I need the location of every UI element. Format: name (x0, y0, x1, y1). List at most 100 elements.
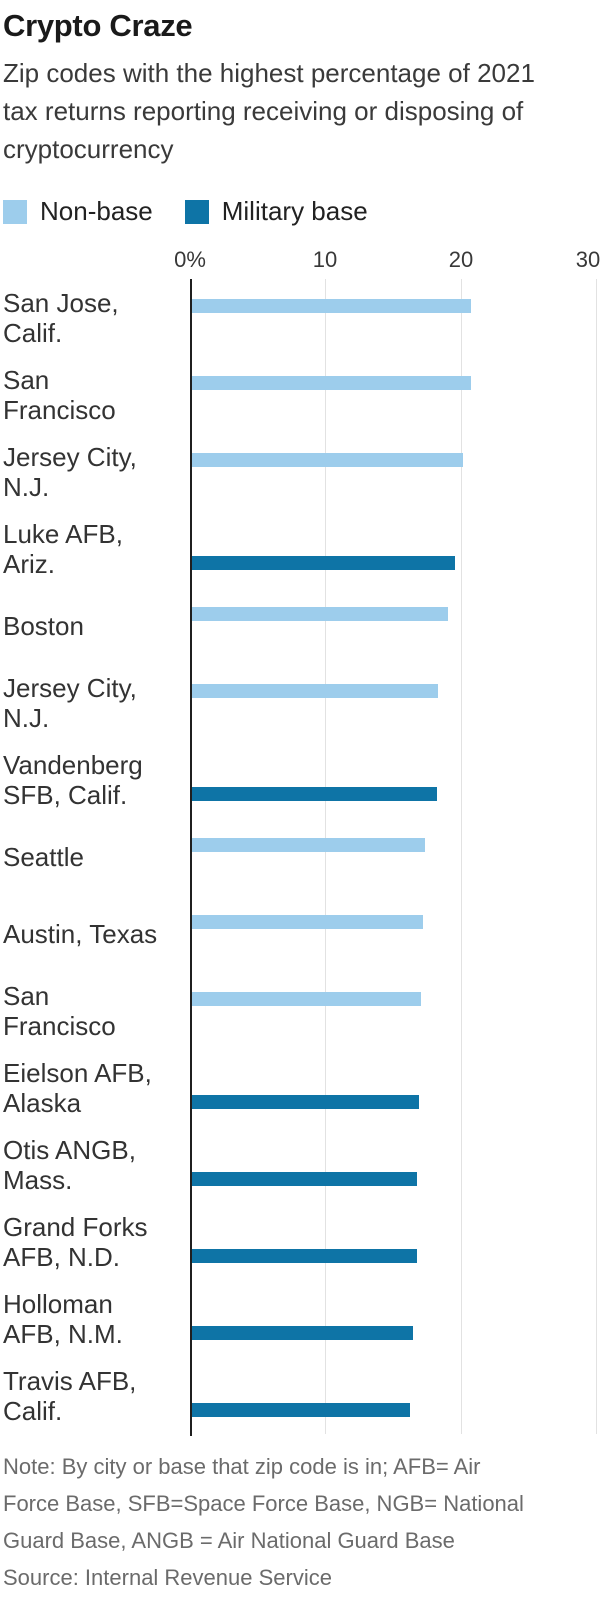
row-label-line: San Jose, (3, 287, 119, 318)
bar-non-base (192, 838, 425, 852)
row-label: Jersey City, N.J. (3, 673, 187, 733)
plot-rows: San Jose, Calif. San Francisco Jersey City, N… (0, 279, 600, 1434)
row-label-line: Calif. (3, 1395, 63, 1426)
subtitle-line: tax returns reporting receiving or dispo… (3, 96, 524, 126)
row-label: Holloman AFB, N.M. (3, 1289, 187, 1349)
row-label-line: San (3, 980, 50, 1011)
row-label-line: Travis AFB, (3, 1365, 137, 1396)
bar-military-base (192, 1326, 413, 1340)
row-label-line: SFB, Calif. (3, 779, 128, 810)
row-label: San Francisco (3, 365, 187, 425)
row-label-line: Vandenberg (3, 749, 143, 780)
chart-row: Grand Forks AFB, N.D. (0, 1203, 600, 1280)
bar-non-base (192, 376, 471, 390)
row-label-line: Eielson AFB, (3, 1057, 152, 1088)
gridline-10 (325, 279, 326, 1434)
chart-row: Holloman AFB, N.M. (0, 1280, 600, 1357)
subtitle-line: Zip codes with the highest percentage of… (3, 58, 535, 88)
row-label-line: Calif. (3, 317, 63, 348)
row-label-line: Mass. (3, 1164, 73, 1195)
row-label-line: Boston (3, 610, 84, 641)
row-label-line: Austin, Texas (3, 918, 158, 949)
bar-non-base (192, 607, 448, 621)
chart-row: Jersey City, N.J. (0, 433, 600, 510)
bar-non-base (192, 915, 424, 929)
bar-military-base (192, 1403, 410, 1417)
chart-row: Vandenberg SFB, Calif. (0, 741, 600, 818)
row-label-line: N.J. (3, 471, 50, 502)
row-label: Otis ANGB, Mass. (3, 1135, 187, 1195)
row-label-line: AFB, N.M. (3, 1318, 123, 1349)
legend-label: Military base (221, 196, 368, 226)
chart-source: Source: Internal Revenue Service (3, 1565, 332, 1590)
chart-row: Travis AFB, Calif. (0, 1357, 600, 1434)
row-label-line: Ariz. (3, 548, 55, 579)
chart-footer: Note: By city or base that zip code is i… (0, 1434, 600, 1596)
chart-row: Seattle (0, 818, 600, 895)
row-label-line: AFB, N.D. (3, 1241, 121, 1272)
row-label-line: Grand Forks (3, 1211, 148, 1242)
x-tick-label: 30 (575, 247, 600, 272)
chart-row: San Jose, Calif. (0, 279, 600, 356)
chart-row: Luke AFB, Ariz. (0, 510, 600, 587)
legend-item-non-base: Non-base (3, 196, 153, 227)
legend-item-military-base: Military base (184, 196, 368, 227)
chart-subtitle: Zip codes with the highest percentage of… (0, 44, 600, 168)
bar-military-base (192, 1172, 417, 1186)
bar-non-base (192, 992, 421, 1006)
row-label: Vandenberg SFB, Calif. (3, 750, 187, 810)
subtitle-line: cryptocurrency (3, 134, 174, 164)
row-label-line: Jersey City, (3, 672, 137, 703)
row-label: Grand Forks AFB, N.D. (3, 1212, 187, 1272)
bar-military-base (192, 1249, 417, 1263)
row-label: Eielson AFB, Alaska (3, 1058, 187, 1118)
bar-military-base (192, 787, 437, 801)
chart-row: Jersey City, N.J. (0, 664, 600, 741)
chart-row: Boston (0, 587, 600, 664)
chart-title: Crypto Craze (3, 8, 193, 43)
row-label-line: Jersey City, (3, 441, 137, 472)
chart-note-line: Note: By city or base that zip code is i… (3, 1454, 481, 1479)
row-label-line: Francisco (3, 1010, 116, 1041)
chart-row: Austin, Texas (0, 895, 600, 972)
gridline-30 (596, 279, 597, 1434)
legend-swatch-military-base (184, 199, 209, 224)
legend: Non-base Military base (0, 168, 600, 227)
chart-row: San Francisco (0, 972, 600, 1049)
y-axis-line (190, 279, 192, 1436)
row-label-line: Otis ANGB, (3, 1134, 136, 1165)
row-label-line: Francisco (3, 394, 116, 425)
bar-non-base (192, 684, 439, 698)
gridline-20 (461, 279, 462, 1434)
legend-label: Non-base (40, 196, 153, 226)
row-label-line: N.J. (3, 702, 50, 733)
bar-military-base (192, 556, 455, 570)
x-tick-label: 0% (174, 247, 206, 272)
x-axis: 0% 10 20 30 (0, 247, 600, 273)
bar-non-base (192, 453, 463, 467)
row-label-line: Alaska (3, 1087, 82, 1118)
chart-row: San Francisco (0, 356, 600, 433)
x-tick-label: 10 (312, 247, 338, 272)
bar-military-base (192, 1095, 420, 1109)
row-label: Boston (3, 611, 187, 641)
legend-swatch-non-base (3, 199, 27, 224)
row-label: Austin, Texas (3, 919, 187, 949)
row-label-line: Luke AFB, (3, 518, 123, 549)
row-label: Luke AFB, Ariz. (3, 519, 187, 579)
row-label-line: Seattle (3, 841, 84, 872)
plot-area: San Jose, Calif. San Francisco Jersey City, N… (0, 279, 600, 1436)
row-label-line: San (3, 364, 50, 395)
chart-row: Otis ANGB, Mass. (0, 1126, 600, 1203)
row-label: San Francisco (3, 981, 187, 1041)
row-label: Seattle (3, 842, 187, 872)
chart-note-line: Guard Base, ANGB = Air National Guard Ba… (3, 1528, 455, 1553)
chart-note-line: Force Base, SFB=Space Force Base, NGB= N… (3, 1491, 524, 1516)
row-label: San Jose, Calif. (3, 288, 187, 348)
row-label: Travis AFB, Calif. (3, 1366, 187, 1426)
chart-row: Eielson AFB, Alaska (0, 1049, 600, 1126)
row-label-line: Holloman (3, 1288, 113, 1319)
x-tick-label: 20 (448, 247, 474, 272)
row-label: Jersey City, N.J. (3, 442, 187, 502)
